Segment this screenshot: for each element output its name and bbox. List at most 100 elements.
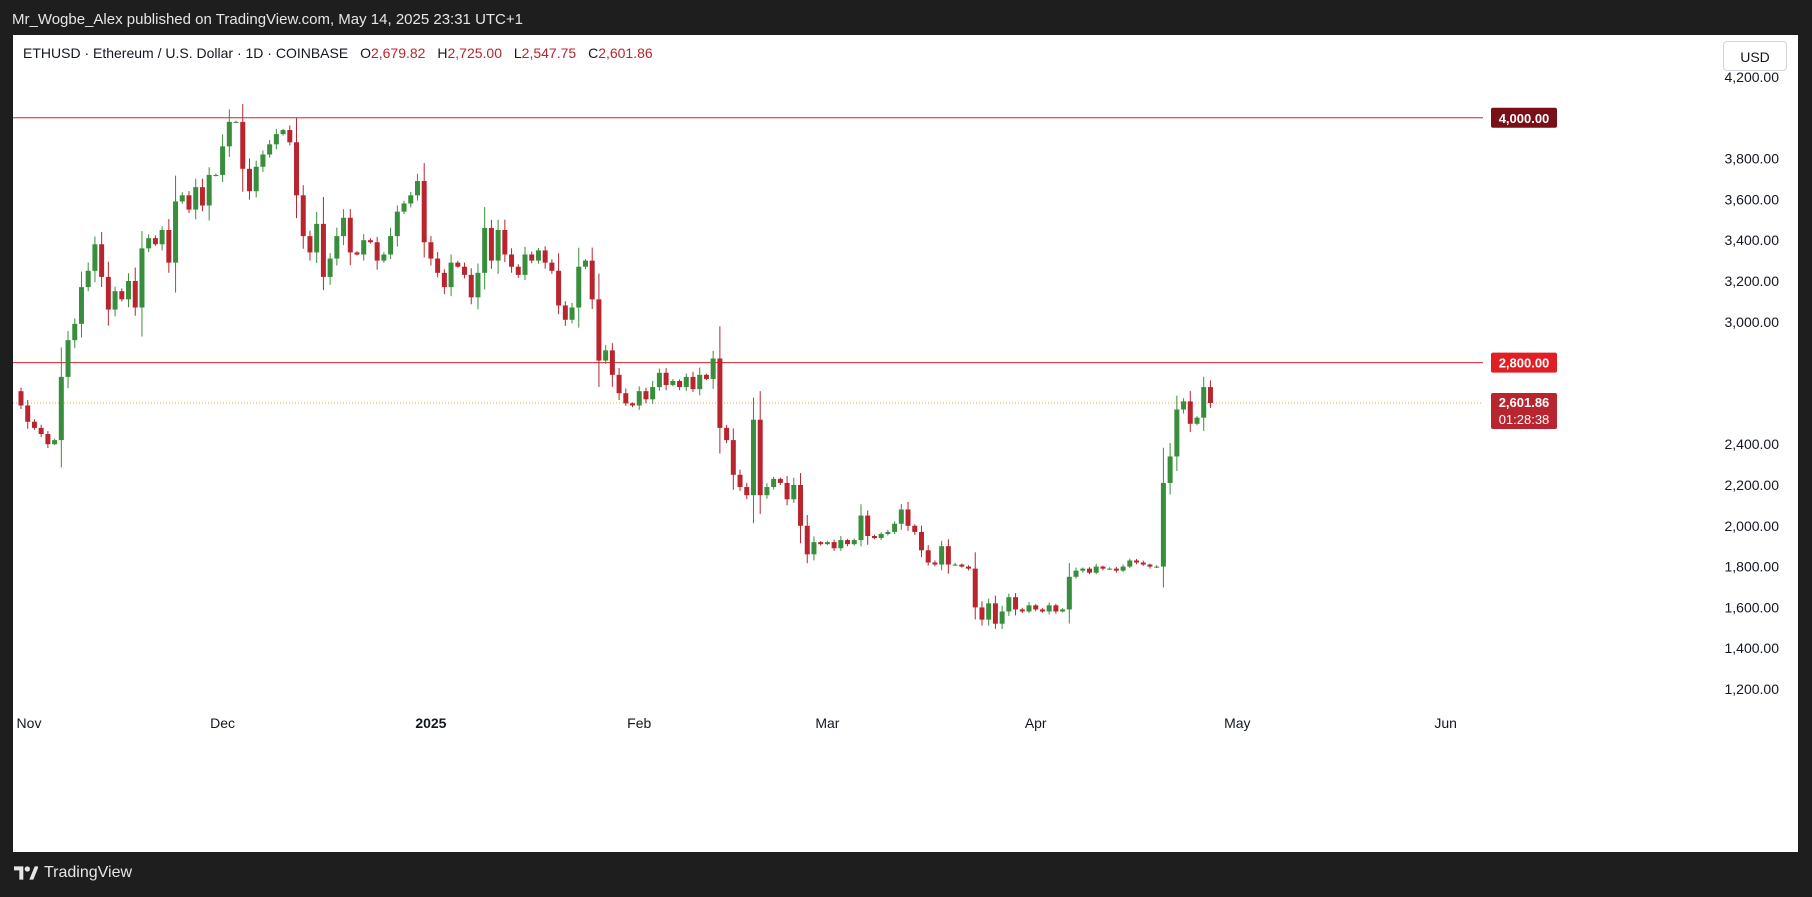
candle-body	[623, 393, 629, 404]
candle	[710, 350, 716, 389]
candle	[220, 134, 226, 183]
candle	[388, 227, 394, 260]
candle-body	[475, 272, 481, 298]
candle-body	[280, 130, 286, 135]
tradingview-logo[interactable]: TradingView	[14, 864, 132, 882]
candle-body	[132, 281, 138, 308]
candle	[119, 288, 125, 302]
candle-body	[408, 195, 414, 204]
close-value: 2,601.86	[598, 45, 653, 61]
candle	[374, 236, 380, 270]
candle	[341, 209, 347, 246]
candle-body	[1187, 401, 1193, 424]
candle	[468, 268, 474, 305]
candle	[945, 539, 951, 574]
candle	[1066, 563, 1072, 624]
candle	[1026, 602, 1032, 614]
candle-body	[65, 340, 71, 377]
y-tick-label: 1,400.00	[1725, 640, 1780, 656]
candle	[1033, 604, 1039, 612]
candle	[925, 545, 931, 566]
candle	[455, 260, 461, 268]
candle-body	[1113, 568, 1119, 571]
candle-body	[979, 607, 985, 620]
high-key: H	[437, 45, 448, 61]
candle	[240, 104, 246, 192]
candle	[462, 262, 468, 279]
candle-body	[811, 542, 817, 555]
price-axis[interactable]: 1,200.00 1,400.00 1,600.00 1,800.00 2,000.00…	[1725, 69, 1780, 697]
candle	[233, 120, 239, 124]
candle-body	[1060, 609, 1066, 612]
candle-body	[441, 272, 447, 288]
candle-body	[630, 403, 636, 406]
candle	[347, 209, 353, 266]
candle-body	[354, 252, 360, 255]
candle	[999, 605, 1005, 629]
countdown-text: 01:28:38	[1499, 412, 1550, 427]
candle-body	[25, 405, 31, 422]
candle-body	[576, 266, 582, 308]
candle	[448, 254, 454, 297]
candle-body	[220, 146, 226, 175]
candle	[670, 379, 676, 387]
candle-body	[72, 323, 78, 341]
candle-body	[294, 142, 300, 196]
candle	[334, 227, 340, 266]
candle-body	[85, 270, 91, 288]
candle-body	[448, 262, 454, 288]
y-tick-label: 3,200.00	[1725, 273, 1780, 289]
candle	[656, 368, 662, 391]
candle-body	[945, 546, 951, 565]
candle	[811, 536, 817, 561]
candle-body	[58, 376, 64, 441]
candle	[475, 263, 481, 310]
price-label-2800-bg	[1491, 352, 1557, 373]
candle	[307, 230, 313, 261]
candle	[45, 431, 51, 448]
candle-body	[213, 174, 219, 176]
candle	[126, 273, 132, 308]
candle	[609, 343, 615, 387]
candle-body	[1086, 568, 1092, 573]
candle	[253, 160, 259, 198]
candle-body	[818, 542, 824, 545]
candle	[1073, 567, 1079, 579]
candle	[703, 373, 709, 381]
candle-body	[347, 217, 353, 253]
candle	[804, 514, 810, 564]
candle	[986, 598, 992, 626]
candle	[1201, 376, 1207, 431]
candle	[663, 368, 669, 391]
candle	[549, 259, 555, 274]
candle	[878, 532, 884, 541]
candle	[777, 477, 783, 485]
candle-body	[838, 540, 844, 549]
candle	[818, 541, 824, 546]
candle	[1207, 380, 1213, 408]
currency-button[interactable]: USD	[1723, 41, 1787, 71]
candle-body	[683, 376, 689, 388]
candle-body	[791, 485, 797, 500]
candle	[616, 367, 622, 400]
candle-body	[45, 434, 51, 445]
chart-canvas[interactable]: 1,200.00 1,400.00 1,600.00 1,800.00 2,000.00…	[13, 35, 1798, 852]
time-axis[interactable]: Nov Dec 2025 Feb Mar Apr May Jun	[17, 715, 1457, 731]
candle	[435, 251, 441, 278]
candle-body	[569, 307, 575, 320]
candle	[845, 538, 851, 547]
candle-body	[307, 236, 313, 253]
candle-body	[1134, 560, 1140, 563]
candle-body	[199, 187, 205, 206]
candle	[798, 473, 804, 544]
candle-body	[462, 266, 468, 275]
candle-body	[703, 374, 709, 379]
candle-body	[999, 611, 1005, 624]
candle-body	[1167, 456, 1173, 483]
candle	[569, 302, 575, 324]
candle-body	[381, 254, 387, 261]
candle-body	[193, 187, 199, 210]
candle	[1039, 607, 1045, 613]
candle-body	[878, 533, 884, 539]
chart-frame[interactable]: 1,200.00 1,400.00 1,600.00 1,800.00 2,000.00…	[13, 35, 1798, 852]
